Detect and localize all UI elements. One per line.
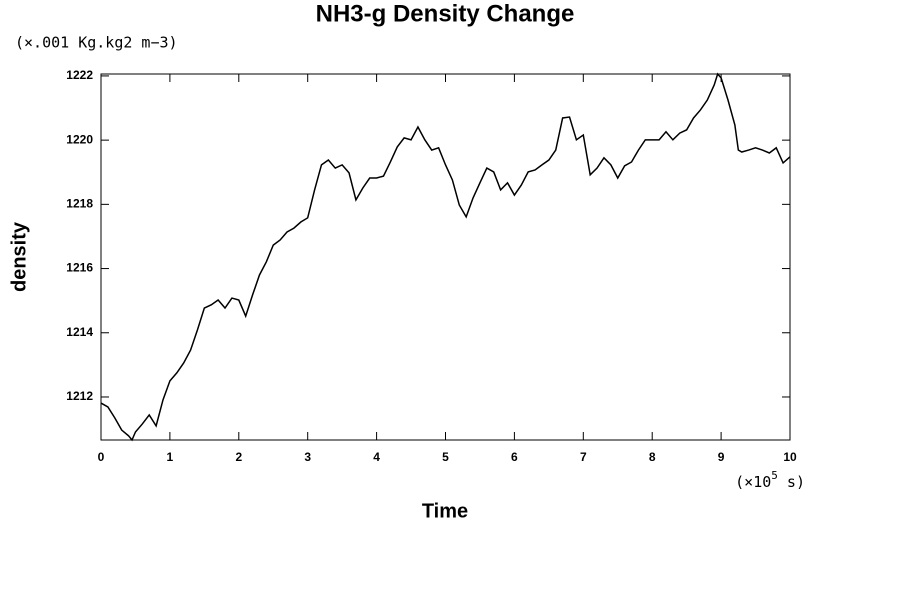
y-axis-label: density (8, 221, 30, 292)
x-axis-label: Time (422, 500, 468, 522)
x-tick-label: 9 (718, 450, 725, 464)
x-tick-label: 4 (373, 450, 380, 464)
y-tick-label: 1220 (66, 132, 93, 146)
x-tick-label: 1 (167, 450, 174, 464)
x-tick-label: 6 (511, 450, 518, 464)
y-tick-label: 1216 (66, 261, 93, 275)
x-tick-label: 5 (442, 450, 449, 464)
x-unit-prefix: (×10 (735, 473, 771, 491)
x-tick-label: 3 (304, 450, 311, 464)
x-unit-exponent: 5 (771, 469, 778, 482)
x-tick-label: 8 (649, 450, 656, 464)
x-unit: (×105 s) (735, 469, 805, 491)
y-tick-label: 1214 (66, 325, 93, 339)
x-tick-label: 2 (235, 450, 242, 464)
y-tick-label: 1218 (66, 197, 93, 211)
x-tick-label: 0 (98, 450, 105, 464)
y-unit: (×.001 Kg.kg2 m−3) (15, 34, 178, 52)
x-unit-suffix: s) (778, 473, 805, 491)
chart-title: NH3-g Density Change (316, 0, 575, 27)
y-tick-label: 1222 (66, 68, 93, 82)
data-line (100, 72, 791, 442)
x-tick-label: 7 (580, 450, 587, 464)
x-tick-label: 10 (783, 450, 797, 464)
y-tick-label: 1212 (66, 389, 93, 403)
